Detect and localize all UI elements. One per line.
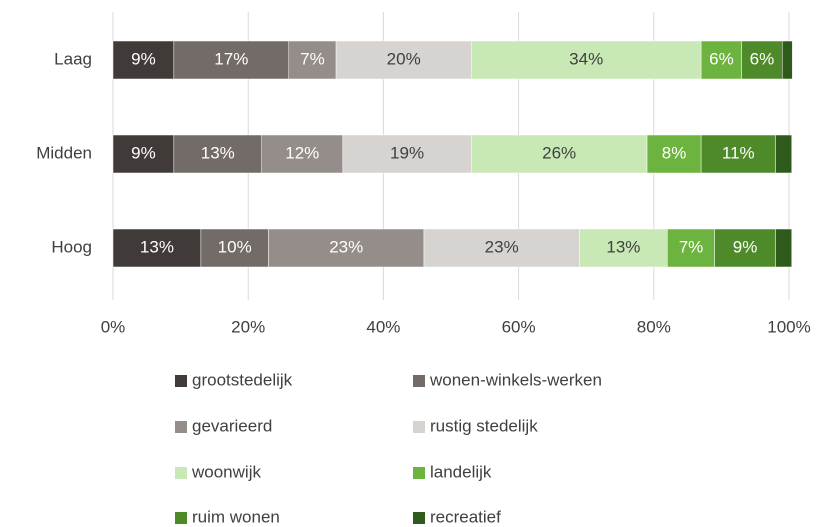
bar-segment xyxy=(471,134,648,174)
legend-swatch xyxy=(175,375,187,387)
data-label: 23% xyxy=(485,237,519,256)
bar-segment xyxy=(261,134,344,174)
bar-segment xyxy=(423,228,580,268)
legend-swatch xyxy=(175,467,187,479)
legend-label: rustig stedelijk xyxy=(430,416,538,435)
x-tick-label: 80% xyxy=(637,317,671,336)
data-label: 11% xyxy=(722,143,755,162)
legend-swatch xyxy=(413,421,425,433)
data-label: 9% xyxy=(733,237,758,256)
data-label: 13% xyxy=(201,143,235,162)
bar-segment xyxy=(342,134,472,174)
data-label: 19% xyxy=(390,143,424,162)
bar-segment xyxy=(268,228,425,268)
bar-segment xyxy=(471,40,702,80)
x-tick-label: 0% xyxy=(101,317,126,336)
data-label: 8% xyxy=(662,143,687,162)
legend-label: ruim wonen xyxy=(192,507,280,526)
data-label: 10% xyxy=(218,237,252,256)
legend-label: grootstedelijk xyxy=(192,370,293,389)
data-label: 13% xyxy=(140,237,174,256)
legend-swatch xyxy=(413,467,425,479)
data-label: 6% xyxy=(750,49,775,68)
data-label: 17% xyxy=(214,49,248,68)
legend-label: gevarieerd xyxy=(192,416,272,435)
data-label: 13% xyxy=(606,237,640,256)
data-label: 12% xyxy=(285,143,319,162)
legend-label: recreatief xyxy=(430,507,501,526)
x-tick-label: 100% xyxy=(767,317,810,336)
x-tick-label: 60% xyxy=(502,317,536,336)
legend-swatch xyxy=(175,512,187,524)
data-label: 7% xyxy=(679,237,704,256)
data-label: 34% xyxy=(569,49,603,68)
data-label: 26% xyxy=(542,143,576,162)
data-label: 23% xyxy=(329,237,363,256)
bar-segment xyxy=(700,134,776,174)
y-tick-label: Midden xyxy=(36,143,92,162)
data-label: 9% xyxy=(131,143,156,162)
bar-segment xyxy=(700,40,742,80)
legend-label: woonwijk xyxy=(191,462,261,481)
y-tick-label: Hoog xyxy=(51,237,92,256)
y-tick-label: Laag xyxy=(54,49,92,68)
x-tick-label: 40% xyxy=(366,317,400,336)
bar-segment xyxy=(741,40,783,80)
bar-segment xyxy=(112,134,175,174)
data-label: 9% xyxy=(131,49,156,68)
x-tick-label: 20% xyxy=(231,317,265,336)
data-label: 7% xyxy=(300,49,325,68)
bar-segment xyxy=(112,40,175,80)
legend-swatch xyxy=(413,375,425,387)
bar-segment xyxy=(775,228,792,268)
data-label: 20% xyxy=(387,49,421,68)
legend-label: landelijk xyxy=(430,462,492,481)
data-label: 6% xyxy=(709,49,734,68)
bar-segment xyxy=(335,40,472,80)
bar-segment xyxy=(775,134,792,174)
bar-segment xyxy=(781,40,793,80)
bar-segment xyxy=(714,228,776,268)
legend-swatch xyxy=(175,421,187,433)
bar-segment xyxy=(646,134,702,174)
legend-swatch xyxy=(413,512,425,524)
legend-label: wonen-winkels-werken xyxy=(429,370,602,389)
bar-segment xyxy=(173,134,262,174)
